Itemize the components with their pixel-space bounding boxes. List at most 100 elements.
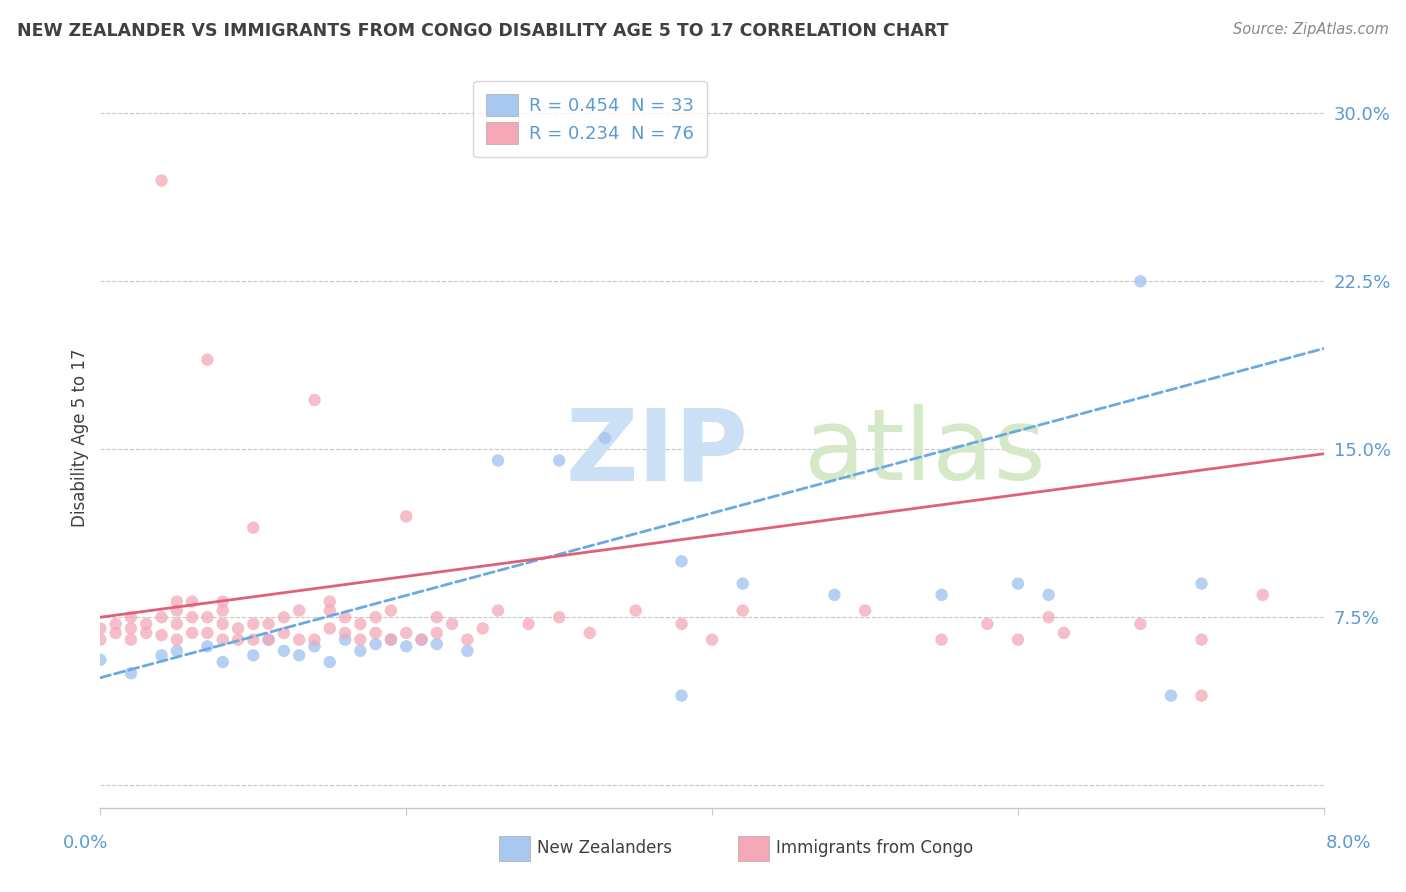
- Point: [1129, 274, 1152, 288]
- Text: 0.0%: 0.0%: [63, 834, 108, 852]
- Text: NEW ZEALANDER VS IMMIGRANTS FROM CONGO DISABILITY AGE 5 TO 17 CORRELATION CHART: NEW ZEALANDER VS IMMIGRANTS FROM CONGO D…: [17, 22, 949, 40]
- Point: [273, 644, 295, 658]
- Point: [700, 632, 723, 647]
- Point: [288, 632, 311, 647]
- Point: [166, 644, 188, 658]
- Point: [135, 617, 157, 632]
- Point: [380, 632, 402, 647]
- Point: [226, 622, 249, 636]
- Point: [304, 392, 326, 407]
- Point: [486, 453, 509, 467]
- Point: [120, 622, 142, 636]
- Point: [486, 603, 509, 617]
- Point: [197, 640, 219, 654]
- Point: [1191, 632, 1213, 647]
- Point: [333, 610, 356, 624]
- Point: [426, 637, 449, 651]
- Point: [1191, 576, 1213, 591]
- Point: [211, 632, 233, 647]
- Point: [731, 603, 754, 617]
- Point: [197, 352, 219, 367]
- Point: [426, 626, 449, 640]
- Point: [1007, 632, 1029, 647]
- Point: [1038, 588, 1060, 602]
- Text: atlas: atlas: [804, 404, 1046, 501]
- Point: [319, 594, 342, 608]
- Text: Source: ZipAtlas.com: Source: ZipAtlas.com: [1233, 22, 1389, 37]
- Point: [411, 632, 433, 647]
- Point: [242, 632, 264, 647]
- Point: [211, 617, 233, 632]
- Point: [364, 637, 387, 651]
- Point: [104, 626, 127, 640]
- Y-axis label: Disability Age 5 to 17: Disability Age 5 to 17: [72, 349, 89, 527]
- Point: [1191, 689, 1213, 703]
- Point: [166, 617, 188, 632]
- Legend: R = 0.454  N = 33, R = 0.234  N = 76: R = 0.454 N = 33, R = 0.234 N = 76: [472, 81, 707, 157]
- Text: Immigrants from Congo: Immigrants from Congo: [776, 839, 973, 857]
- Point: [380, 632, 402, 647]
- Point: [364, 626, 387, 640]
- Point: [578, 626, 600, 640]
- Point: [319, 603, 342, 617]
- Point: [181, 626, 204, 640]
- Point: [166, 603, 188, 617]
- Point: [211, 594, 233, 608]
- Point: [319, 622, 342, 636]
- Point: [333, 632, 356, 647]
- Point: [257, 632, 280, 647]
- Point: [288, 648, 311, 663]
- Point: [89, 632, 111, 647]
- Point: [517, 617, 540, 632]
- Point: [89, 653, 111, 667]
- Point: [150, 610, 173, 624]
- Point: [181, 610, 204, 624]
- Point: [150, 173, 173, 187]
- Point: [395, 640, 418, 654]
- Point: [104, 617, 127, 632]
- Point: [441, 617, 464, 632]
- Point: [456, 644, 478, 658]
- Point: [349, 632, 371, 647]
- Point: [671, 617, 693, 632]
- Point: [853, 603, 876, 617]
- Point: [197, 610, 219, 624]
- Point: [242, 521, 264, 535]
- Point: [395, 626, 418, 640]
- Point: [288, 603, 311, 617]
- Point: [211, 655, 233, 669]
- Point: [304, 640, 326, 654]
- Point: [1053, 626, 1076, 640]
- Point: [824, 588, 846, 602]
- Point: [624, 603, 647, 617]
- Point: [181, 594, 204, 608]
- Point: [349, 617, 371, 632]
- Point: [548, 610, 571, 624]
- Point: [166, 594, 188, 608]
- Point: [364, 610, 387, 624]
- Point: [197, 626, 219, 640]
- Point: [426, 610, 449, 624]
- Point: [273, 626, 295, 640]
- Point: [976, 617, 998, 632]
- Point: [1129, 617, 1152, 632]
- Point: [333, 626, 356, 640]
- Point: [593, 431, 616, 445]
- Point: [395, 509, 418, 524]
- Point: [1007, 576, 1029, 591]
- Point: [456, 632, 478, 647]
- Point: [931, 588, 953, 602]
- Point: [319, 655, 342, 669]
- Point: [166, 632, 188, 647]
- Point: [135, 626, 157, 640]
- Point: [273, 610, 295, 624]
- Point: [226, 632, 249, 647]
- Point: [931, 632, 953, 647]
- Point: [89, 622, 111, 636]
- Point: [1160, 689, 1182, 703]
- Point: [731, 576, 754, 591]
- Point: [671, 689, 693, 703]
- Text: 8.0%: 8.0%: [1326, 834, 1371, 852]
- Point: [304, 632, 326, 647]
- Text: New Zealanders: New Zealanders: [537, 839, 672, 857]
